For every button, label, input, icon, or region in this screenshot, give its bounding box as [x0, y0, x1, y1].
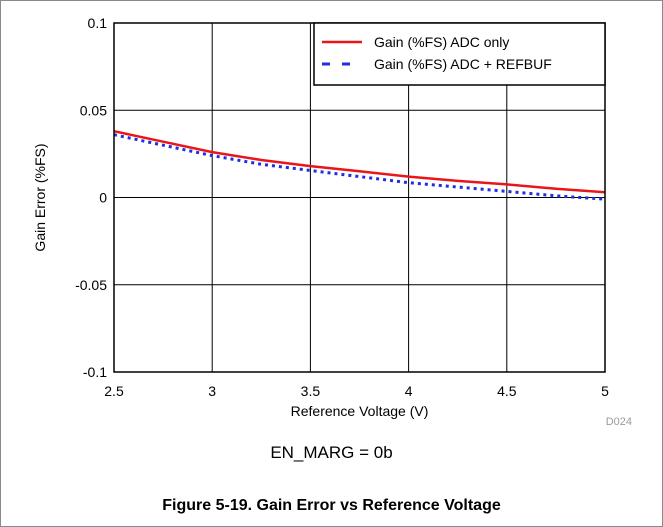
x-tick-label: 4.5 — [497, 383, 517, 399]
y-tick-label: 0 — [99, 190, 107, 206]
series-layer — [113, 129, 606, 201]
y-tick-label: 0.05 — [80, 102, 107, 118]
series-line-2 — [113, 133, 606, 201]
tick-labels: 2.5 3 3.5 4 4.5 5 0.1 0.05 0 -0.05 -0.1 — [75, 15, 609, 399]
x-axis-title: Reference Voltage (V) — [291, 403, 429, 419]
figure-code: D024 — [606, 416, 632, 428]
x-tick-label: 3 — [208, 383, 216, 399]
x-tick-label: 5 — [601, 383, 609, 399]
series-line-1 — [113, 129, 606, 194]
annotation-en-marg: EN_MARG = 0b — [270, 443, 393, 462]
figure-caption: Figure 5-19. Gain Error vs Reference Vol… — [162, 497, 501, 514]
y-tick-label: 0.1 — [88, 15, 108, 31]
legend-box — [313, 22, 606, 86]
legend-label-2: Gain (%FS) ADC + REFBUF — [374, 56, 552, 72]
legend: Gain (%FS) ADC only Gain (%FS) ADC + REFB… — [313, 22, 606, 86]
legend-label-1: Gain (%FS) ADC only — [374, 34, 509, 50]
x-tick-label: 3.5 — [301, 383, 321, 399]
y-axis-title: Gain Error (%FS) — [32, 143, 48, 251]
y-tick-label: -0.1 — [83, 364, 107, 380]
x-tick-label: 2.5 — [104, 383, 124, 399]
x-tick-label: 4 — [405, 383, 413, 399]
y-tick-label: -0.05 — [75, 277, 107, 293]
